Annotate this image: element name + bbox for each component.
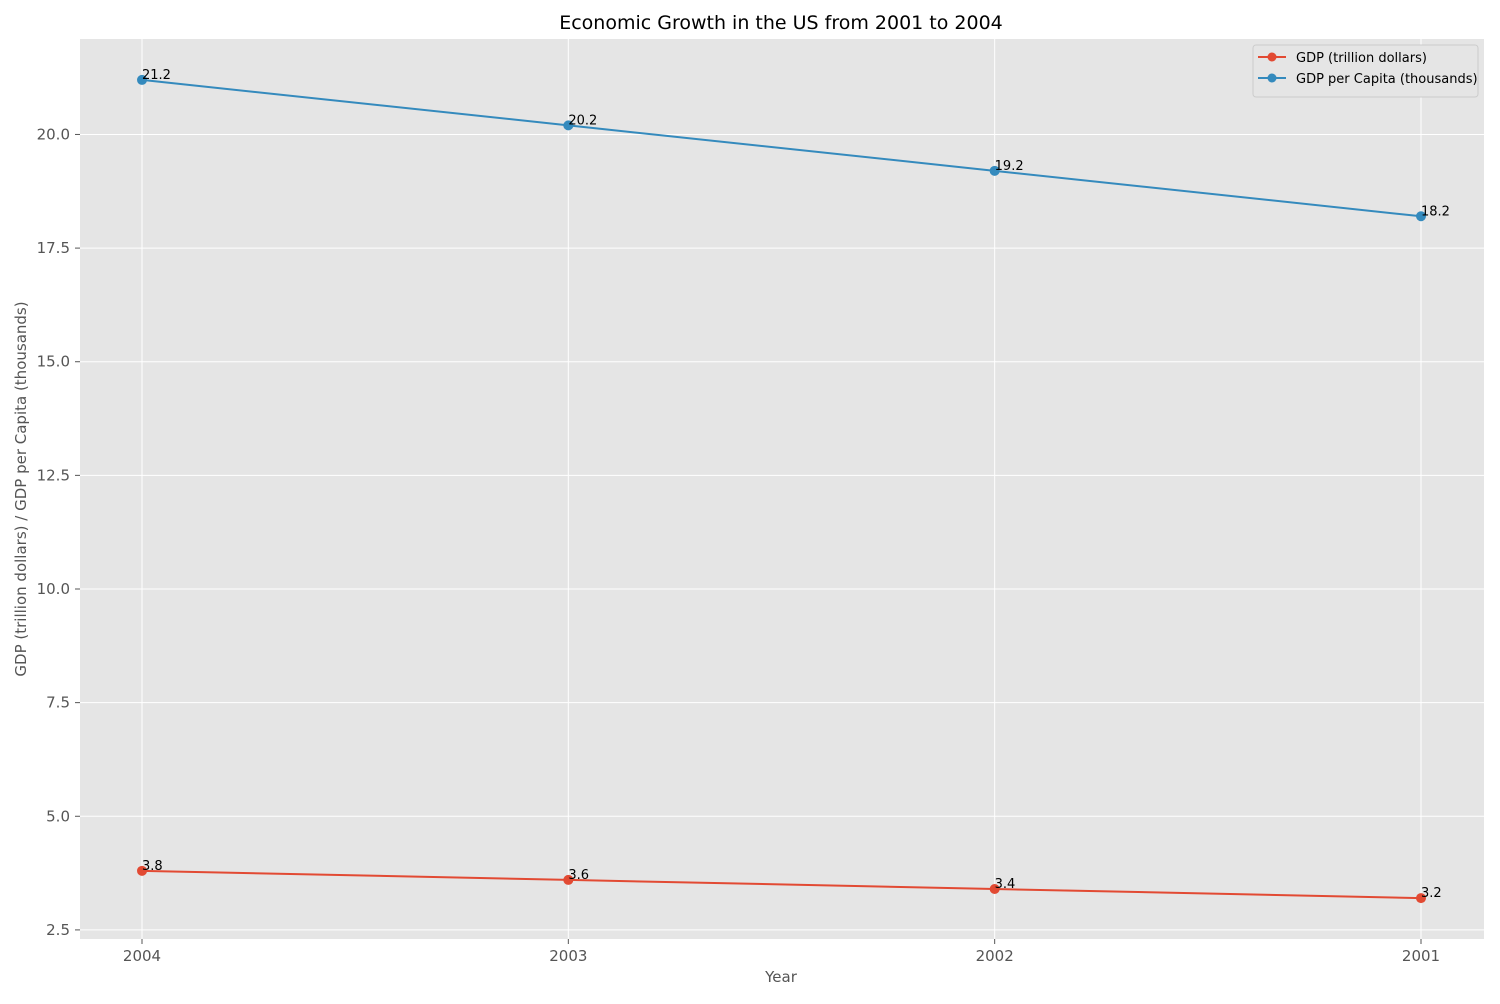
series-line — [141, 869, 1422, 900]
y-axis-label: GDP (trillion dollars) / GDP per Capita … — [12, 301, 30, 676]
y-tick-label: 10.0 — [37, 580, 70, 598]
data-point — [137, 74, 147, 85]
legend: GDP (trillion dollars) GDP per Capita (th… — [1252, 44, 1479, 98]
y-tick-label: 7.5 — [46, 694, 70, 712]
y-tick-label: 17.5 — [37, 239, 70, 257]
x-tick-label: 2003 — [549, 947, 587, 965]
plot-area — [80, 39, 1484, 939]
data-label: 3.8 — [142, 859, 163, 874]
x-tick-label: 2004 — [123, 947, 161, 965]
data-point — [563, 120, 574, 131]
legend-marker — [1267, 73, 1277, 83]
chart-title: Economic Growth in the US from 2001 to 2… — [559, 12, 1003, 34]
legend-marker — [1267, 52, 1277, 62]
x-axis-label: Year — [764, 968, 798, 986]
data-labels: 3.8 3.6 3.4 3.2 21.2 20.2 19.2 18.2 — [142, 68, 1450, 901]
data-label: 19.2 — [995, 159, 1024, 174]
data-point — [989, 884, 1000, 894]
y-tick-label: 15.0 — [37, 353, 70, 371]
data-point — [1416, 211, 1426, 222]
data-label: 18.2 — [1421, 204, 1450, 219]
data-label: 3.2 — [1421, 886, 1442, 901]
legend-box — [1252, 44, 1479, 98]
data-label: 3.4 — [995, 877, 1016, 892]
data-label: 20.2 — [568, 113, 597, 128]
series-line — [141, 78, 1422, 218]
data-label: 21.2 — [142, 68, 171, 83]
series-layer — [137, 74, 1426, 904]
axes: 2.5 5.0 7.5 10.0 12.5 15.0 17.5 20.0 2004 2003 200… — [37, 125, 1441, 965]
x-tick-label: 2001 — [1402, 947, 1440, 965]
data-point — [989, 165, 1000, 176]
y-tick-label: 20.0 — [37, 125, 70, 143]
y-tick-label: 5.0 — [46, 807, 70, 825]
y-tick-label: 12.5 — [37, 466, 70, 484]
data-label: 3.6 — [568, 868, 589, 883]
y-tick-label: 2.5 — [46, 921, 70, 939]
grid-lines — [80, 39, 1484, 939]
data-point — [137, 865, 147, 876]
legend-label: GDP (trillion dollars) — [1296, 51, 1427, 66]
data-point — [1416, 893, 1426, 904]
legend-label: GDP per Capita (thousands) — [1296, 72, 1478, 87]
x-tick-label: 2002 — [976, 947, 1014, 965]
data-point — [563, 874, 574, 885]
